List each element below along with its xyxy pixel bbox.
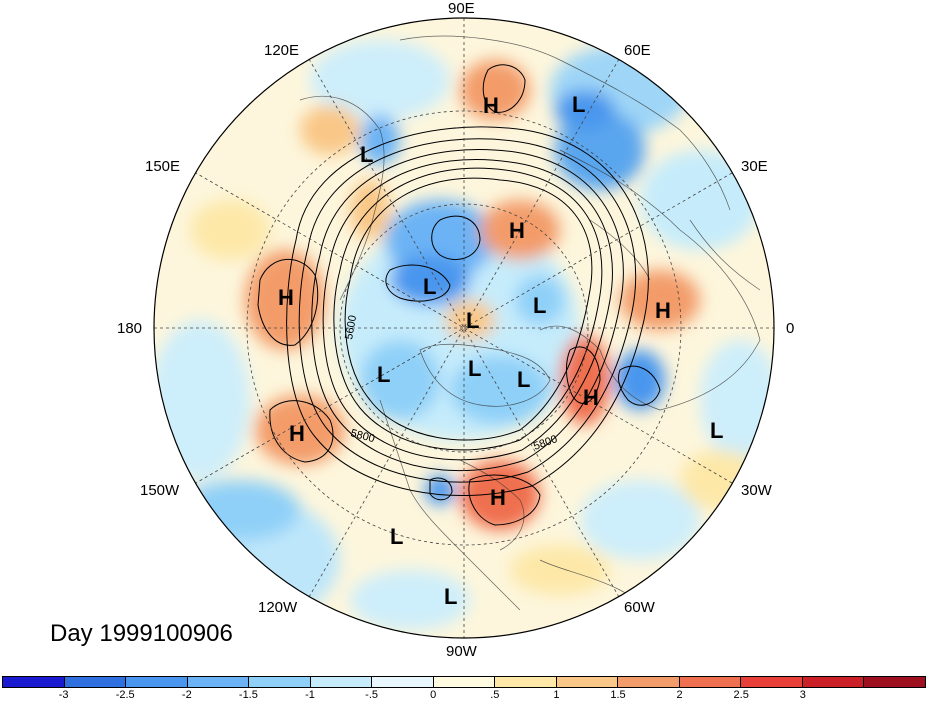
pressure-center-label: L xyxy=(377,362,390,387)
pressure-center-markers: H L L H H L L L H H L L L H H L H L L xyxy=(278,92,723,609)
colorbar-tick-label: -1 xyxy=(305,689,315,701)
colorbar xyxy=(2,676,926,688)
colorbar-swatch xyxy=(556,677,619,687)
colorbar-tick-label: -1.5 xyxy=(238,689,258,701)
colorbar-swatch xyxy=(249,677,311,687)
longitude-label-120e: 120E xyxy=(264,42,300,59)
pressure-center-label: H xyxy=(655,298,671,323)
colorbar-tick-label: 2.5 xyxy=(733,689,749,701)
colorbar-tick-label: 2 xyxy=(676,689,683,701)
geopotential-contours xyxy=(257,64,661,526)
colorbar-tick-label: -.5 xyxy=(365,689,379,701)
pressure-center-label: H xyxy=(278,285,294,310)
colorbar-swatch xyxy=(618,677,680,687)
colorbar-tick-label: 1 xyxy=(553,689,560,701)
pressure-center-label: H xyxy=(583,385,599,410)
colorbar-tick-label: 3 xyxy=(799,689,806,701)
colorbar-swatch xyxy=(802,677,865,687)
pressure-center-label: L xyxy=(466,308,479,333)
graticule xyxy=(154,18,774,638)
pressure-center-label: L xyxy=(360,142,373,167)
longitude-label-90e: 90E xyxy=(448,0,475,17)
colorbar-tick-label: -2 xyxy=(181,689,192,701)
pressure-center-label: H xyxy=(483,93,499,118)
longitude-label-30w: 30W xyxy=(741,482,772,499)
colorbar-swatch xyxy=(3,677,65,687)
pressure-center-label: L xyxy=(572,92,585,117)
longitude-label-150e: 150E xyxy=(145,158,181,175)
colorbar-swatch xyxy=(372,677,434,687)
pressure-center-label: L xyxy=(423,274,436,299)
colorbar-swatch xyxy=(433,677,496,687)
longitude-label-0: 0 xyxy=(786,320,795,337)
pressure-center-label: L xyxy=(710,418,723,443)
colorbar-tick-label: .5 xyxy=(490,689,500,701)
colorbar-swatch xyxy=(64,677,127,687)
pressure-center-label: L xyxy=(517,367,530,392)
colorbar-swatch xyxy=(864,677,925,687)
longitude-label-60w: 60W xyxy=(624,599,655,616)
longitude-label-120w: 120W xyxy=(258,599,298,616)
longitude-label-180: 180 xyxy=(117,320,143,337)
pressure-center-label: H xyxy=(490,485,506,510)
pressure-center-label: H xyxy=(289,421,305,446)
contour-label: 5600 xyxy=(343,314,359,340)
colorbar-tick-label: -3 xyxy=(58,689,69,701)
colorbar-tick-label: -2.5 xyxy=(115,689,135,701)
colorbar-swatch xyxy=(495,677,557,687)
pressure-center-label: L xyxy=(390,524,403,549)
colorbar-swatch xyxy=(679,677,742,687)
pressure-center-label: H xyxy=(509,218,525,243)
pressure-center-label: L xyxy=(533,293,546,318)
map-boundary xyxy=(153,17,775,639)
longitude-label-30e: 30E xyxy=(741,158,768,175)
longitude-label-150w: 150W xyxy=(140,482,180,499)
colorbar-swatch xyxy=(310,677,373,687)
anomaly-field: 5600 5800 5800 xyxy=(154,18,774,638)
map-title: Day 1999100906 xyxy=(50,620,233,647)
longitude-label-60e: 60E xyxy=(624,42,651,59)
colorbar-swatch xyxy=(126,677,188,687)
pressure-center-label: L xyxy=(468,356,481,381)
pressure-center-label: L xyxy=(444,584,457,609)
colorbar-tick-label: 0 xyxy=(430,689,437,701)
colorbar-swatch xyxy=(741,677,803,687)
colorbar-tick-label: 1.5 xyxy=(610,689,626,701)
longitude-label-90w: 90W xyxy=(446,643,477,660)
colorbar-swatch xyxy=(187,677,250,687)
coastlines xyxy=(299,35,761,638)
